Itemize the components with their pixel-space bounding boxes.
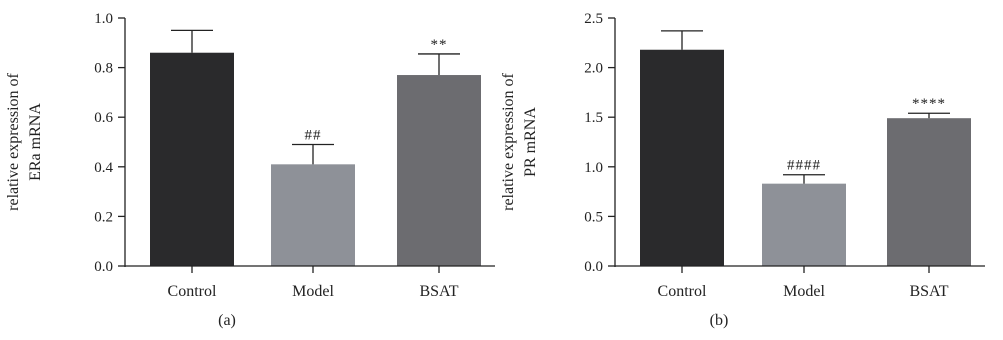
panel-b-ytick-label: 1.5 [584, 110, 603, 126]
panel-a-ytick-label: 0.2 [94, 209, 113, 225]
panel-b-ytick-label: 0.5 [584, 209, 603, 225]
panel-a-xtick-label: Model [292, 283, 334, 300]
panel-a-label: (a) [218, 312, 236, 329]
panel-b-xtick-label: Model [783, 283, 825, 300]
panel-b-xtick-label: Control [658, 283, 707, 300]
panel-b-ytick-label: 1.0 [584, 160, 603, 176]
panel-b-bar-model [762, 183, 846, 266]
panel-a-ytick-label: 1.0 [94, 11, 113, 27]
panel-a-ytick-label: 0.4 [94, 160, 113, 176]
panel-a-ylabel: relative expression of [5, 72, 22, 210]
panel-b-ylabel: PR mRNA [522, 107, 539, 177]
panel-b-significance-2: **** [912, 96, 946, 112]
panel-b-ytick-label: 2.0 [584, 61, 603, 77]
panel-b-bar-bsat [887, 118, 971, 266]
panel-a-xtick-label: Control [168, 283, 217, 300]
panel-b-xtick-label: BSAT [909, 283, 948, 300]
panel-a-significance-2: ** [431, 37, 448, 53]
panel-a-ytick-label: 0.8 [94, 61, 113, 77]
panel-b-label: (b) [710, 312, 729, 329]
panel-a-bar-bsat [397, 75, 481, 266]
panel-b-ytick-label: 2.5 [584, 11, 603, 27]
panel-a-ytick-label: 0.6 [94, 110, 113, 126]
panel-a-ylabel: ERa mRNA [27, 103, 44, 181]
panel-b-ylabel: relative expression of [500, 72, 517, 210]
panel-b-significance-1: #### [787, 158, 821, 174]
panel-a-bar-control [150, 52, 234, 266]
panel-a-xtick-label: BSAT [419, 283, 458, 300]
panel-a-significance-1: ## [305, 127, 322, 143]
panel-a-ytick-label: 0.0 [94, 259, 113, 275]
panel-a-bar-model [271, 164, 355, 266]
panel-b-bar-control [640, 49, 724, 266]
panel-b-ytick-label: 0.0 [584, 259, 603, 275]
